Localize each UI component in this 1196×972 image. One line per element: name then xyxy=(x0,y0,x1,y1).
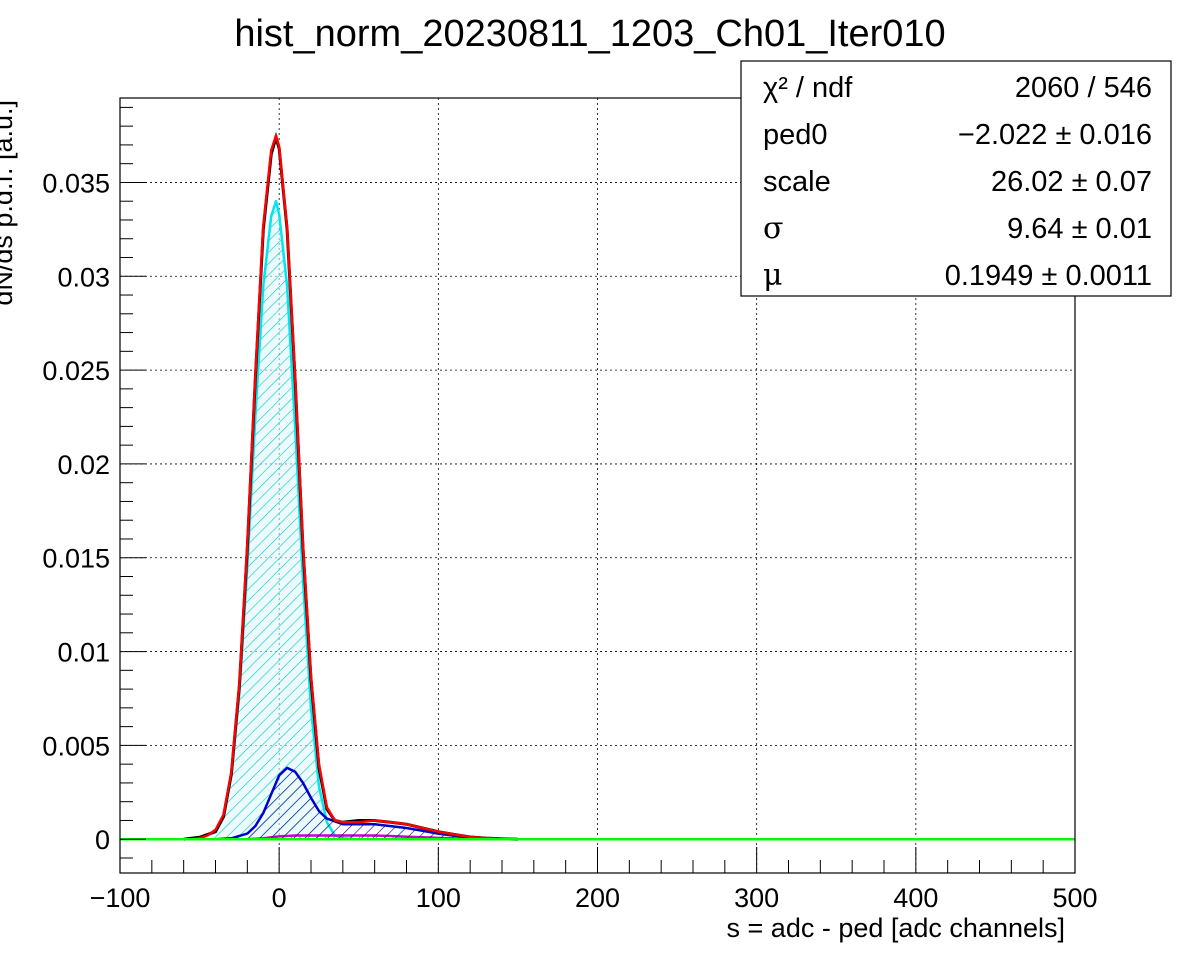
tick-labels: −100 0 100 200 300 400 500 0 0.005 0.01 0.015 0.02 0… xyxy=(42,168,1097,913)
x-tick-label: 500 xyxy=(1052,883,1097,913)
series-line xyxy=(215,766,503,841)
series-hatch xyxy=(191,201,359,840)
series-hatch xyxy=(215,767,502,840)
axis-ticks xyxy=(119,106,1076,873)
stat-label: σ xyxy=(763,211,783,246)
x-tick-label: 100 xyxy=(416,883,461,913)
fit-stats-box: χ² / ndf 2060 / 546 ped0 −2.022 ± 0.016 scal… xyxy=(740,60,1172,297)
fit-line xyxy=(191,134,518,841)
y-tick-label: 0.035 xyxy=(42,168,110,198)
x-tick-label: −100 xyxy=(90,883,151,913)
y-tick-label: 0.01 xyxy=(57,638,110,668)
y-axis-label: dN/ds p.d.f. [a.u.] xyxy=(0,100,18,306)
stat-label: scale xyxy=(763,166,831,198)
y-tick-label: 0.015 xyxy=(42,544,110,574)
stat-label: ped0 xyxy=(763,119,828,151)
x-axis-label: s = adc - ped [adc channels] xyxy=(727,913,1065,943)
y-tick-label: 0.005 xyxy=(42,731,110,761)
x-tick-label: 200 xyxy=(575,883,620,913)
stat-label: μ xyxy=(763,258,783,293)
stat-label: χ² / ndf xyxy=(763,72,853,104)
stat-value: 2060 / 546 xyxy=(1015,72,1152,104)
x-tick-label: 300 xyxy=(734,883,779,913)
stat-value: 9.64 ± 0.01 xyxy=(1007,213,1152,245)
stat-value: 26.02 ± 0.07 xyxy=(991,166,1152,198)
y-tick-label: 0 xyxy=(95,825,110,855)
x-tick-label: 0 xyxy=(272,883,287,913)
series-layer xyxy=(120,131,1075,841)
y-tick-label: 0.025 xyxy=(42,356,110,386)
chart-title: hist_norm_20230811_1203_Ch01_Iter010 xyxy=(234,13,945,55)
y-tick-label: 0.02 xyxy=(57,450,110,480)
x-tick-label: 400 xyxy=(893,883,938,913)
y-tick-label: 0.03 xyxy=(57,262,110,292)
stat-value: −2.022 ± 0.016 xyxy=(958,119,1152,151)
stat-value: 0.1949 ± 0.0011 xyxy=(945,260,1152,292)
stats-box-frame xyxy=(740,60,1172,297)
